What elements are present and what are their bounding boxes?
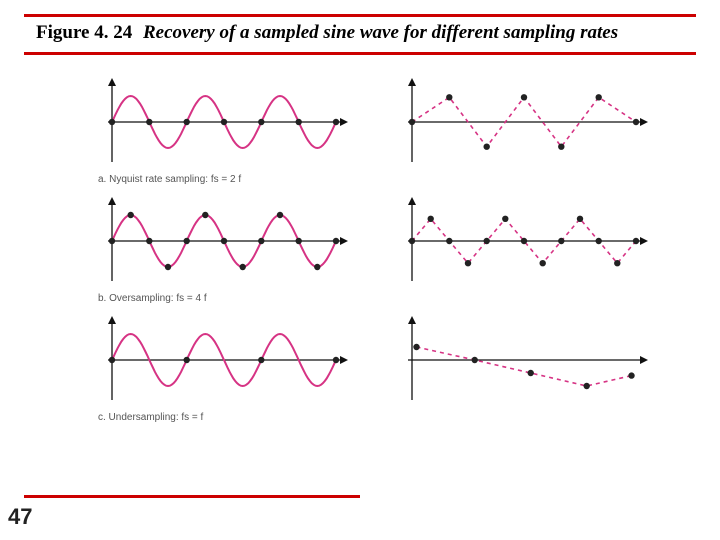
bottom-rule — [24, 495, 360, 498]
under-title-rule — [24, 52, 696, 55]
reconstructed-panel — [390, 310, 650, 423]
figure-description: Recovery of a sampled sine wave for diff… — [143, 22, 618, 43]
figure-title: Figure 4. 24 Recovery of a sampled sine … — [36, 22, 684, 44]
page-number: 47 — [8, 504, 32, 530]
figure-row: c. Undersampling: fs = f — [90, 310, 650, 423]
panel-caption: b. Oversampling: fs = 4 f — [98, 293, 350, 304]
original-sine-panel: b. Oversampling: fs = 4 f — [90, 191, 350, 304]
figure-label: Figure 4. 24 — [36, 22, 132, 43]
figure-grid: a. Nyquist rate sampling: fs = 2 f b. Ove… — [90, 72, 650, 429]
panel-caption: a. Nyquist rate sampling: fs = 2 f — [98, 174, 350, 185]
reconstructed-panel — [390, 191, 650, 304]
figure-row: a. Nyquist rate sampling: fs = 2 f — [90, 72, 650, 185]
reconstructed-panel — [390, 72, 650, 185]
panel-caption: c. Undersampling: fs = f — [98, 412, 350, 423]
original-sine-panel: c. Undersampling: fs = f — [90, 310, 350, 423]
figure-row: b. Oversampling: fs = 4 f — [90, 191, 650, 304]
original-sine-panel: a. Nyquist rate sampling: fs = 2 f — [90, 72, 350, 185]
top-rule — [24, 14, 696, 17]
